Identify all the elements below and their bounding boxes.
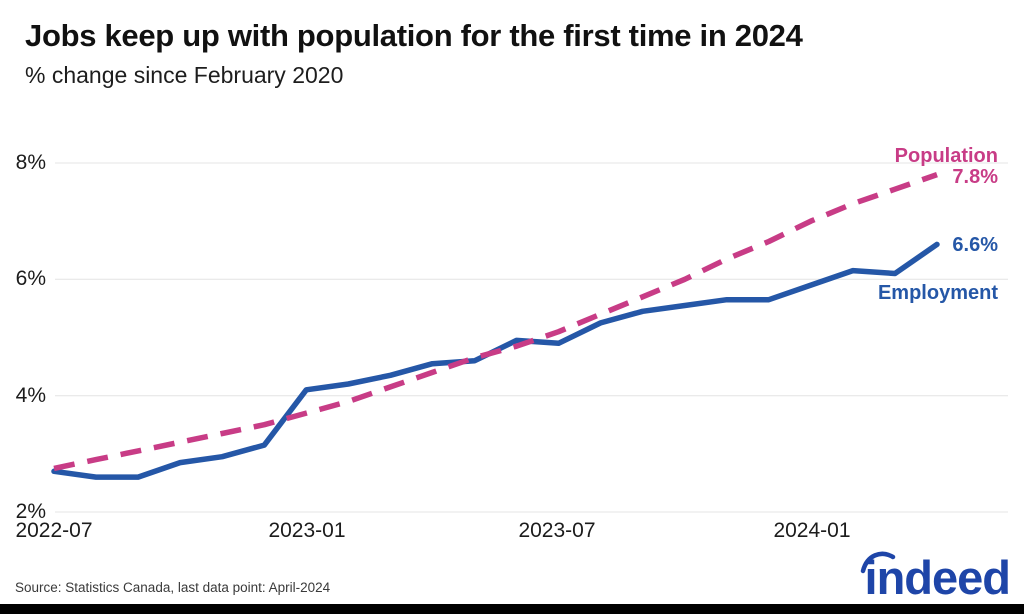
y-axis-tick-2: 2% — [15, 500, 46, 523]
employment-end-value: 6.6% — [952, 234, 998, 256]
indeed-logo-swoosh-icon — [860, 551, 895, 574]
chart-subtitle: % change since February 2020 — [25, 62, 344, 88]
indeed-logo-text: indeed — [864, 551, 1011, 604]
y-axis-tick-8: 8% — [15, 151, 46, 174]
x-axis-tick-2023-07: 2023-07 — [518, 519, 596, 542]
x-axis-tick-2022-07: 2022-07 — [15, 519, 93, 542]
population-series-label: Population — [894, 145, 998, 167]
x-axis-tick-2023-01: 2023-01 — [268, 519, 346, 542]
x-axis-tick-2024-01: 2024-01 — [773, 519, 851, 542]
indeed-logo: indeed — [860, 551, 1011, 604]
source-note: Source: Statistics Canada, last data poi… — [15, 580, 331, 595]
population-end-value: 7.8% — [952, 166, 998, 188]
chart-title: Jobs keep up with population for the fir… — [25, 18, 803, 53]
y-axis-tick-4: 4% — [15, 384, 46, 407]
employment-series-label: Employment — [877, 282, 998, 304]
bottom-bar — [0, 604, 1024, 614]
y-axis-tick-6: 6% — [15, 267, 46, 290]
